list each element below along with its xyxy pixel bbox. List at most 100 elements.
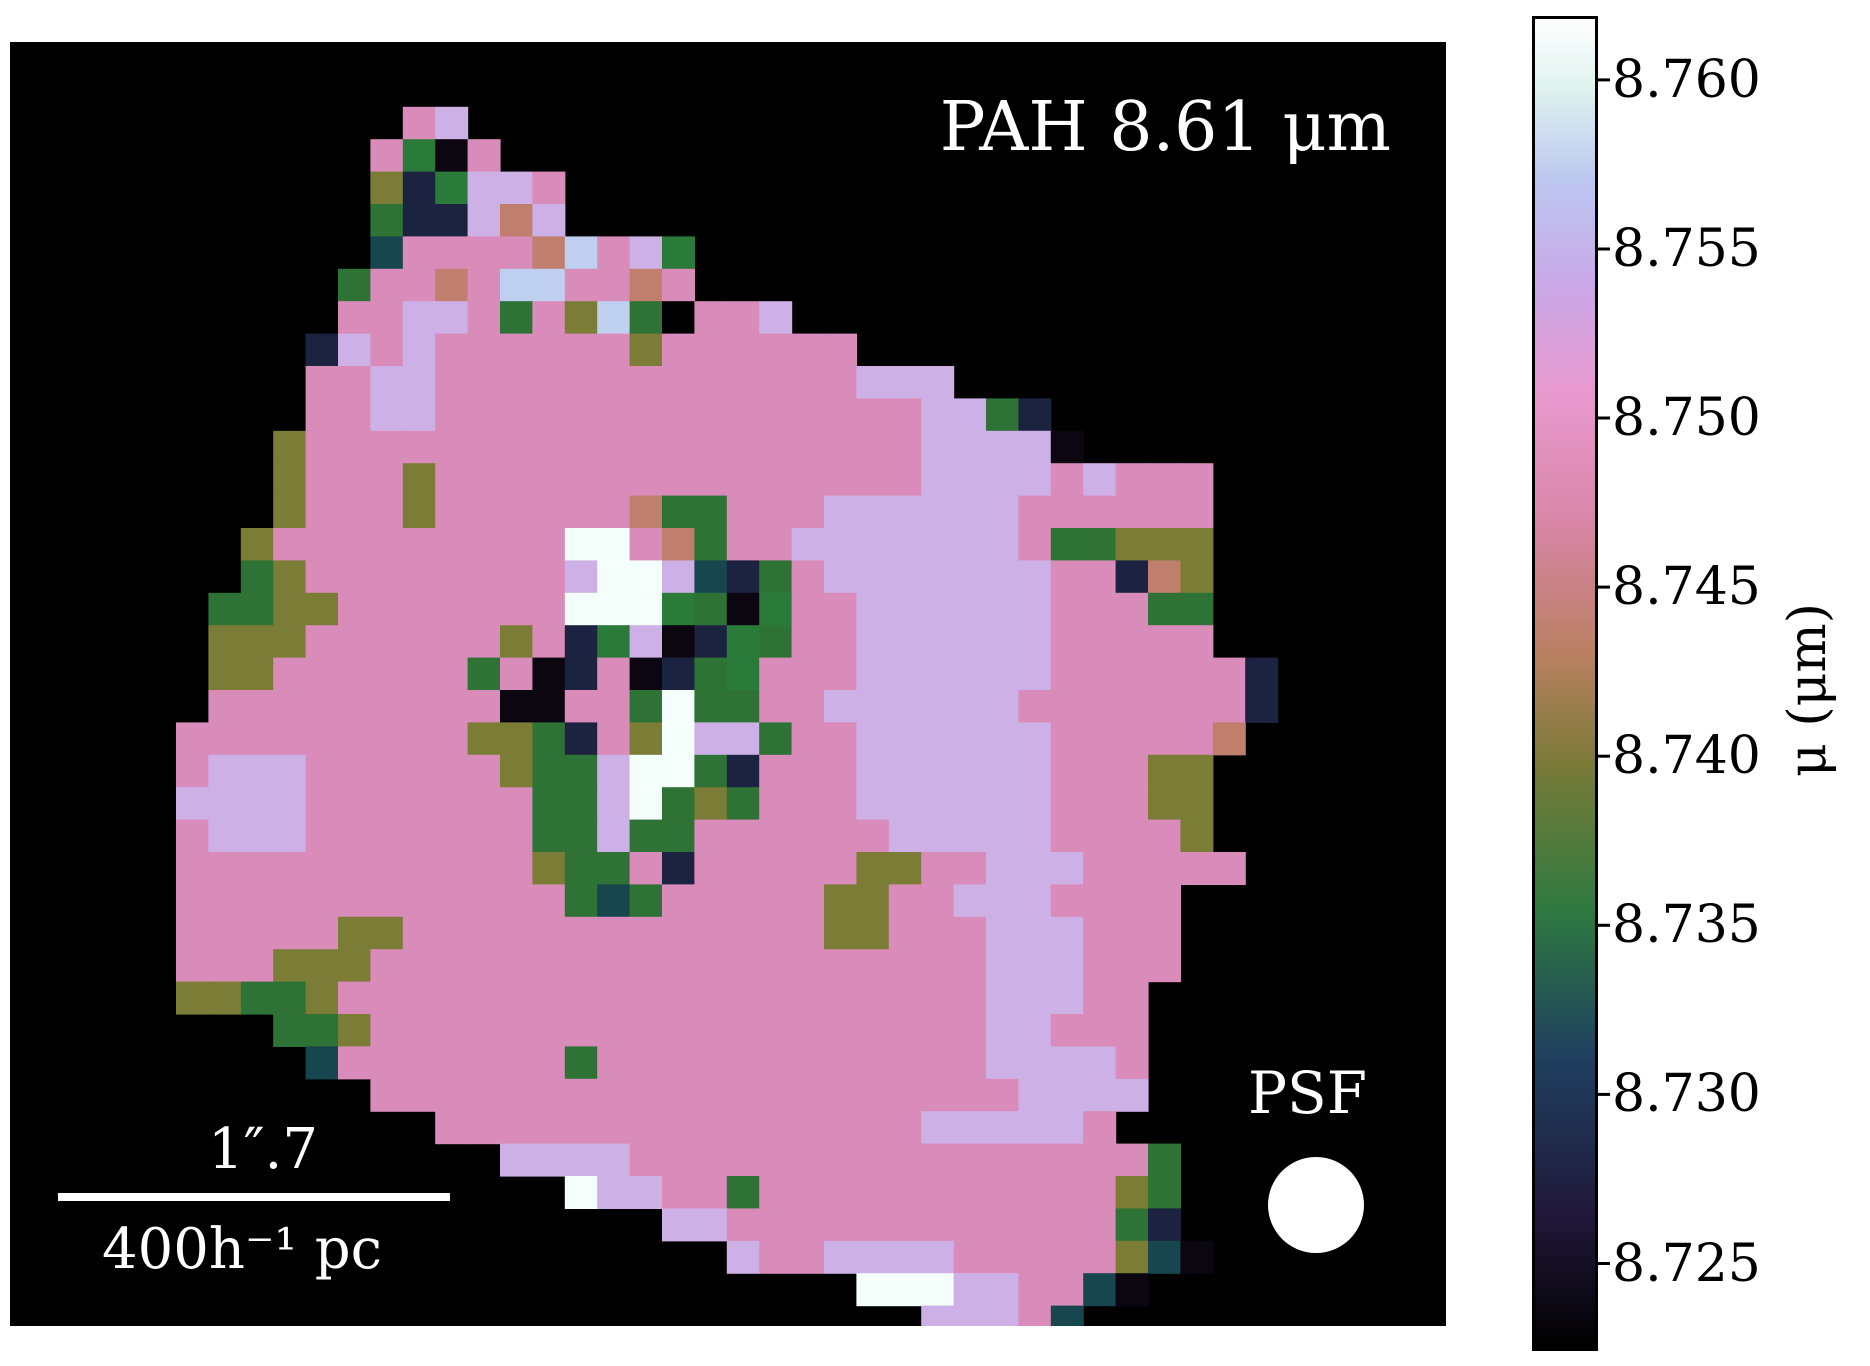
heatmap-pixel (888, 560, 922, 594)
colorbar-tick-label: 8.750 (1612, 388, 1761, 448)
heatmap-pixel (986, 1078, 1019, 1112)
heatmap-pixel (726, 1143, 760, 1177)
heatmap-pixel (953, 884, 987, 918)
heatmap-pixel (564, 884, 598, 918)
heatmap-pixel (1115, 916, 1149, 950)
heatmap-pixel (953, 430, 987, 464)
heatmap-pixel (467, 268, 501, 302)
heatmap-pixel (370, 171, 404, 205)
heatmap-pixel (921, 625, 955, 659)
heatmap-pixel (921, 1176, 955, 1209)
heatmap-pixel (856, 1208, 890, 1242)
heatmap-pixel (435, 463, 469, 497)
heatmap-pixel (921, 463, 955, 497)
heatmap-pixel (273, 560, 307, 594)
heatmap-pixel (467, 1111, 501, 1145)
heatmap-pixel (1050, 1208, 1084, 1242)
heatmap-pixel (370, 1078, 404, 1112)
heatmap-pixel (953, 754, 987, 788)
heatmap-pixel (402, 398, 436, 432)
heatmap-pixel (467, 819, 501, 853)
heatmap-pixel (921, 366, 955, 399)
heatmap-pixel (726, 333, 760, 367)
heatmap-pixel (1050, 1111, 1084, 1145)
heatmap-pixel (1050, 1305, 1084, 1326)
heatmap-pixel (500, 398, 533, 432)
heatmap-pixel (370, 787, 404, 821)
heatmap-pixel (726, 398, 760, 432)
heatmap-pixel (888, 1208, 922, 1242)
heatmap-pixel (500, 333, 533, 367)
heatmap-pixel (662, 819, 695, 853)
heatmap-pixel (921, 690, 955, 723)
heatmap-pixel (791, 690, 825, 723)
colorbar (1532, 16, 1598, 1351)
heatmap-pixel (1050, 884, 1084, 918)
heatmap-pixel (532, 236, 566, 270)
heatmap-pixel (435, 171, 469, 205)
heatmap-pixel (1180, 690, 1214, 723)
heatmap-pixel (1180, 852, 1214, 885)
heatmap-pixel (402, 625, 436, 659)
heatmap-pixel (435, 528, 469, 561)
heatmap-pixel (176, 949, 209, 983)
heatmap-pixel (791, 819, 825, 853)
heatmap-pixel (921, 1208, 955, 1242)
heatmap-pixel (726, 884, 760, 918)
heatmap-pixel (564, 1014, 598, 1047)
heatmap-pixel (629, 301, 663, 335)
heatmap-pixel (888, 592, 922, 626)
heatmap-pixel (986, 528, 1019, 561)
heatmap-pixel (176, 819, 209, 853)
heatmap-pixel (564, 333, 598, 367)
heatmap-pixel (1083, 495, 1117, 529)
heatmap-pixel (662, 884, 695, 918)
heatmap-pixel (986, 819, 1019, 853)
heatmap-pixel (1050, 1143, 1084, 1177)
heatmap-pixel (1083, 1240, 1117, 1274)
heatmap-pixel (824, 366, 857, 399)
heatmap-pixel (824, 722, 857, 756)
heatmap-pixel (467, 560, 501, 594)
heatmap-pixel (240, 560, 274, 594)
heatmap-pixel (402, 1078, 436, 1112)
heatmap-pixel (467, 852, 501, 885)
heatmap-pixel (305, 852, 339, 885)
heatmap-pixel (370, 268, 404, 302)
heatmap-pixel (1115, 1143, 1149, 1177)
heatmap-pixel (1212, 722, 1246, 756)
heatmap-pixel (694, 528, 728, 561)
heatmap-pixel (1050, 495, 1084, 529)
heatmap-pixel (856, 819, 890, 853)
map-panel: PAH 8.61 μm PSF 1″.7 400h⁻¹ pc (10, 42, 1446, 1326)
heatmap-pixel (240, 916, 274, 950)
heatmap-pixel (500, 301, 533, 335)
heatmap-pixel (305, 560, 339, 594)
heatmap-pixel (1148, 528, 1181, 561)
heatmap-pixel (273, 592, 307, 626)
heatmap-pixel (726, 592, 760, 626)
heatmap-pixel (597, 852, 631, 885)
heatmap-pixel (759, 592, 793, 626)
heatmap-pixel (921, 1111, 955, 1145)
heatmap-pixel (435, 1111, 469, 1145)
heatmap-pixel (402, 949, 436, 983)
heatmap-pixel (662, 1176, 695, 1209)
heatmap-pixel (532, 495, 566, 529)
heatmap-pixel (338, 463, 371, 497)
heatmap-pixel (824, 1078, 857, 1112)
heatmap-pixel (662, 754, 695, 788)
heatmap-pixel (1083, 657, 1117, 691)
heatmap-pixel (338, 657, 371, 691)
heatmap-pixel (1148, 916, 1181, 950)
heatmap-pixel (1018, 884, 1052, 918)
heatmap-pixel (500, 722, 533, 756)
heatmap-pixel (564, 301, 598, 335)
heatmap-pixel (856, 495, 890, 529)
heatmap-pixel (1148, 592, 1181, 626)
heatmap-pixel (597, 690, 631, 723)
heatmap-pixel (726, 528, 760, 561)
heatmap-pixel (467, 463, 501, 497)
heatmap-pixel (564, 981, 598, 1015)
heatmap-pixel (1083, 1046, 1117, 1080)
